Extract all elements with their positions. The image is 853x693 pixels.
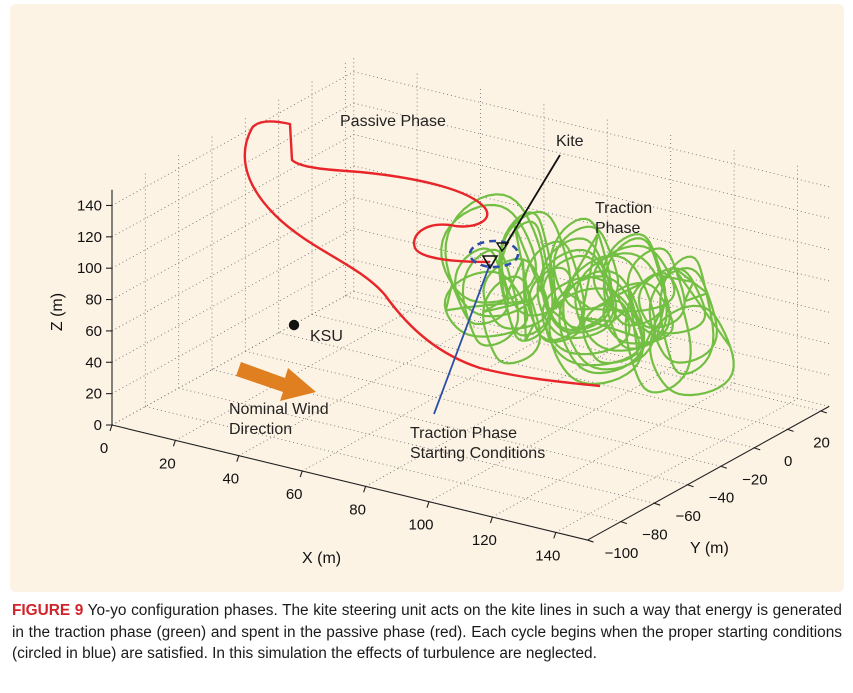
figure-panel: 0 20 40 60 80 100 120 140 −100−80 −60 −40 −20 0 20 40 0… bbox=[10, 4, 844, 592]
y-tick-mark bbox=[587, 539, 594, 543]
z-axis-label: Z (m) bbox=[49, 293, 66, 331]
grid-line bbox=[311, 313, 788, 430]
caption-text: Yo-yo configuration phases. The kite ste… bbox=[12, 602, 842, 662]
x-tick-label: 0 bbox=[100, 440, 108, 457]
y-tick-mark bbox=[754, 447, 761, 451]
grid-line bbox=[111, 196, 354, 332]
y-tick-mark bbox=[620, 521, 628, 525]
y-axis-label: Y (m) bbox=[690, 540, 729, 557]
x-axis-line bbox=[111, 424, 588, 541]
y-tick-mark bbox=[820, 410, 828, 414]
grid-line bbox=[211, 369, 688, 486]
starting-conditions-label-line1: Traction Phase bbox=[410, 425, 517, 442]
traction-phase-label-line2: Phase bbox=[595, 220, 640, 237]
z-tick-label: 40 bbox=[85, 354, 102, 371]
wind-direction-arrow bbox=[236, 362, 316, 401]
tick-labels: 0 20 40 60 80 100 120 140 −100−80 −60 −40 −20 0 20 40 0… bbox=[77, 197, 830, 564]
x-tick-mark bbox=[363, 486, 367, 493]
y-axis-line bbox=[587, 405, 830, 541]
x-tick-label: 60 bbox=[286, 486, 303, 503]
grid-line bbox=[245, 350, 721, 467]
x-tick-label: 20 bbox=[159, 455, 176, 472]
grid-line bbox=[365, 352, 608, 487]
figure-caption: FIGURE 9 Yo-yo configuration phases. The… bbox=[12, 600, 842, 665]
grid-line bbox=[353, 290, 830, 407]
z-tick-label: 120 bbox=[77, 229, 102, 246]
grid-line bbox=[111, 71, 354, 206]
wind-direction-label-line2: Direction bbox=[229, 421, 292, 438]
series bbox=[236, 120, 735, 415]
ksu-label: KSU bbox=[310, 328, 343, 345]
wind-direction-label-line1: Nominal Wind bbox=[229, 401, 329, 418]
x-tick-mark bbox=[489, 516, 493, 524]
traction-phase-label-line1: Traction bbox=[595, 200, 652, 217]
y-tick-mark bbox=[787, 428, 794, 432]
z-tick-label: 60 bbox=[85, 323, 102, 340]
x-tick-label: 40 bbox=[222, 471, 239, 488]
x-axis-label: X (m) bbox=[302, 550, 341, 567]
starting-conditions-circle bbox=[468, 239, 520, 269]
z-tick-label: 0 bbox=[94, 417, 102, 434]
x-tick-mark bbox=[172, 440, 176, 447]
y-tick-label: 20 bbox=[813, 434, 830, 451]
y-tick-mark bbox=[720, 465, 728, 469]
grid-line bbox=[353, 134, 830, 250]
z-tick-label: 20 bbox=[85, 386, 102, 403]
grid bbox=[111, 56, 830, 541]
grid-line bbox=[353, 228, 830, 345]
y-tick-label: −60 bbox=[675, 508, 700, 525]
x-tick-label: 120 bbox=[472, 532, 497, 549]
grid-line bbox=[111, 259, 354, 395]
axes bbox=[106, 189, 830, 543]
passive-phase-trajectory bbox=[243, 120, 601, 388]
passive-phase-label: Passive Phase bbox=[340, 113, 446, 130]
grid-line bbox=[178, 387, 655, 504]
y-tick-label: −100 bbox=[605, 545, 639, 562]
x-tick-label: 80 bbox=[349, 501, 366, 518]
y-tick-mark bbox=[654, 502, 661, 506]
grid-line bbox=[353, 196, 830, 313]
grid-line bbox=[353, 71, 830, 188]
grid-line bbox=[353, 165, 830, 282]
y-tick-label: −40 bbox=[709, 490, 734, 507]
grid-line bbox=[145, 406, 621, 523]
grid-line bbox=[353, 259, 830, 376]
kite-marker bbox=[481, 255, 499, 270]
x-tick-mark bbox=[109, 424, 113, 432]
z-tick-label: 100 bbox=[77, 260, 102, 277]
y-tick-label: 0 bbox=[784, 453, 792, 470]
y-tick-label: −80 bbox=[642, 527, 667, 544]
x-tick-mark bbox=[426, 501, 430, 508]
traction-phase-trajectory bbox=[440, 193, 735, 397]
starting-conditions-label-line2: Starting Conditions bbox=[410, 445, 545, 462]
kite-label: Kite bbox=[556, 133, 584, 150]
kite-pointer-line bbox=[504, 154, 561, 247]
grid-line bbox=[111, 165, 354, 300]
x-tick-mark bbox=[553, 532, 557, 539]
y-tick-label: −20 bbox=[742, 471, 767, 488]
annotations: Passive Phase Kite Traction Phase KSU No… bbox=[229, 113, 652, 462]
z-tick-label: 140 bbox=[77, 197, 102, 214]
ksu-point bbox=[288, 319, 300, 331]
grid-line bbox=[111, 102, 354, 238]
kite-marker bbox=[495, 242, 510, 253]
grid-line bbox=[278, 332, 755, 449]
grid-line bbox=[353, 102, 830, 219]
y-tick-mark bbox=[687, 484, 694, 488]
starting-conditions-leader-line bbox=[433, 263, 491, 415]
caption-label: FIGURE 9 bbox=[12, 602, 84, 619]
x-tick-label: 140 bbox=[535, 547, 560, 564]
x-tick-label: 100 bbox=[408, 517, 433, 534]
x-tick-mark bbox=[299, 470, 303, 478]
z-tick-label: 80 bbox=[85, 292, 102, 309]
chart-3d-plot: 0 20 40 60 80 100 120 140 −100−80 −60 −40 −20 0 20 40 0… bbox=[49, 56, 830, 567]
x-tick-mark bbox=[236, 455, 240, 462]
